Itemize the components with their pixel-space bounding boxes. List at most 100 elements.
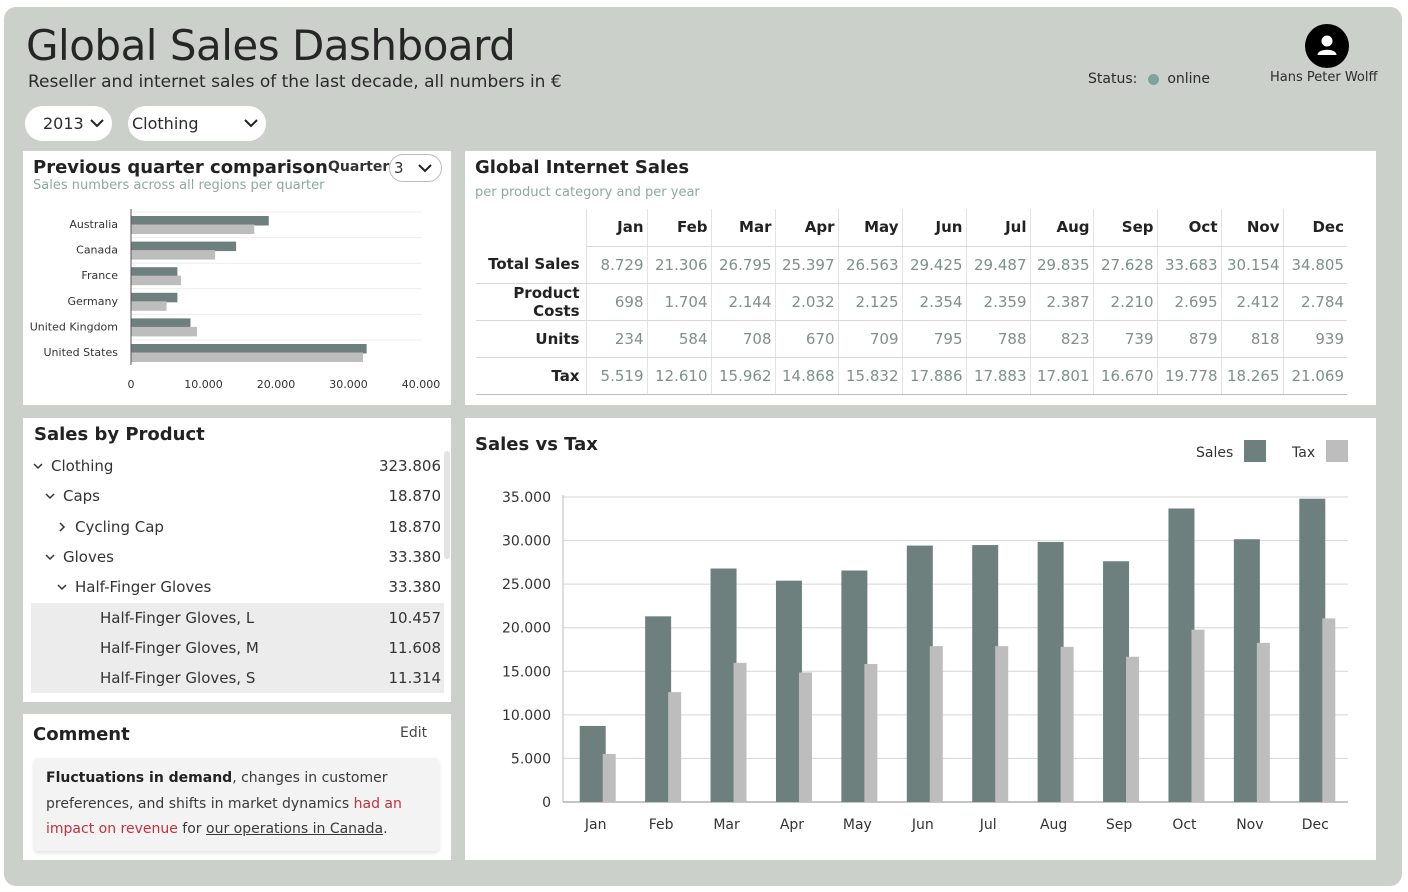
comment-bold: Fluctuations in demand: [46, 770, 233, 786]
bar: [1060, 646, 1074, 802]
tree-row[interactable]: Half-Finger Gloves, L 10.457: [31, 602, 444, 633]
bar: [131, 275, 182, 286]
tree-row[interactable]: Half-Finger Gloves, M 11.608: [31, 632, 444, 663]
row-header: Tax: [476, 357, 586, 395]
table-cell: 709: [837, 320, 902, 358]
bar: [710, 568, 737, 802]
chevron-right-icon[interactable]: [56, 521, 68, 533]
table-cell: 25.397: [774, 246, 838, 284]
category-select[interactable]: Clothing: [128, 106, 266, 141]
table-cell: 17.886: [901, 357, 966, 395]
tree-row[interactable]: Gloves 33.380: [31, 542, 444, 572]
table-cell: 823: [1029, 320, 1093, 358]
y-tick-label: 25.000: [502, 577, 551, 593]
table-cell: 2.125: [837, 283, 902, 321]
quarter-select-value: 3: [394, 159, 404, 177]
tree-row[interactable]: Half-Finger Gloves, S 11.314: [31, 663, 444, 694]
card-title: Previous quarter comparison: [33, 157, 328, 178]
table-cell: 15.832: [837, 357, 902, 395]
table-cell: 234: [585, 320, 647, 358]
table-cell: 818: [1220, 320, 1283, 358]
status-indicator: Status: online: [1088, 71, 1210, 87]
chevron-down-icon[interactable]: [32, 460, 44, 472]
chevron-down-icon[interactable]: [44, 490, 56, 502]
category-label: Canada: [76, 244, 118, 257]
edit-button[interactable]: Edit: [400, 725, 428, 741]
bar: [906, 545, 933, 802]
bar: [131, 267, 178, 277]
x-tick-label: Oct: [1172, 817, 1197, 833]
column-header: Feb: [646, 209, 711, 247]
table-cell: 1.704: [646, 283, 711, 321]
category-label: Germany: [67, 295, 118, 308]
comment-part-1: , changes in customer preferences, and s…: [46, 770, 388, 812]
bar: [131, 344, 367, 354]
tree-item-label: Half-Finger Gloves, M: [100, 638, 259, 657]
comment-link[interactable]: our operations in Canada: [206, 821, 384, 837]
bar: [1168, 508, 1195, 802]
tree-row[interactable]: Half-Finger Gloves 33.380: [31, 572, 444, 602]
status-dot-icon: [1148, 73, 1160, 85]
x-tick-label: Jun: [911, 817, 934, 833]
card-title: Comment: [33, 724, 130, 745]
bar: [579, 725, 606, 802]
table-cell: 2.387: [1029, 283, 1093, 321]
table-cell: 33.683: [1156, 246, 1221, 284]
status-value: online: [1167, 71, 1211, 87]
x-tick-label: Aug: [1040, 817, 1067, 833]
table-cell: 14.868: [774, 357, 838, 395]
bar: [1233, 539, 1260, 802]
x-tick-label: Feb: [649, 817, 674, 833]
bar: [645, 616, 672, 802]
tree-row[interactable]: Caps 18.870: [31, 481, 444, 511]
column-header: Jan: [585, 209, 647, 247]
page-title: Global Sales Dashboard: [26, 21, 516, 70]
x-tick-label: Mar: [713, 817, 740, 833]
x-tick-label: Nov: [1236, 817, 1263, 833]
table-cell: 8.729: [585, 246, 647, 284]
chevron-down-icon[interactable]: [44, 551, 56, 563]
bar: [1299, 498, 1326, 802]
tree-item-value: 11.608: [388, 638, 442, 657]
y-tick-label: 35.000: [502, 490, 551, 506]
quarter-label: Quarter: [328, 159, 390, 175]
x-tick-label: Sep: [1106, 817, 1133, 833]
chevron-down-icon[interactable]: [56, 581, 68, 593]
bar: [602, 753, 616, 802]
user-name: Hans Peter Wolff: [1270, 70, 1378, 85]
table-cell: 15.962: [710, 357, 775, 395]
table-cell: 17.883: [965, 357, 1030, 395]
tree-item-label: Gloves: [63, 547, 114, 566]
comment-highlight: had an impact on revenue: [46, 795, 402, 838]
sales-vs-tax-chart: 0 5.000 10.000 15.000 20.000 25.000 30.000 35.0…: [502, 440, 1348, 833]
card-subtitle: Sales numbers across all regions per qua…: [33, 178, 325, 193]
comment-text: Fluctuations in demand, changes in custo…: [34, 758, 439, 851]
table-cell: 12.610: [646, 357, 711, 395]
table-cell: 26.795: [710, 246, 775, 284]
tree-row[interactable]: Clothing 323.806: [31, 451, 444, 481]
tree-item-value: 11.314: [388, 669, 442, 688]
bar: [1103, 561, 1130, 802]
chevron-down-icon: [418, 164, 432, 173]
tree-row[interactable]: Cycling Cap 18.870: [31, 512, 444, 542]
y-tick-label: 10.000: [502, 708, 551, 724]
tree-item-label: Caps: [63, 487, 101, 506]
bar: [798, 672, 812, 802]
quarter-select[interactable]: 3: [389, 154, 442, 182]
y-tick-label: 30.000: [502, 534, 551, 550]
bar: [733, 662, 747, 802]
user-icon: [1317, 35, 1337, 55]
y-tick-label: 5.000: [511, 751, 551, 767]
page-subtitle: Reseller and internet sales of the last …: [28, 72, 562, 92]
status-label: Status:: [1088, 71, 1138, 87]
user-avatar[interactable]: [1305, 24, 1349, 68]
y-tick-label: 0: [542, 795, 551, 811]
tree-item-label: Cycling Cap: [75, 517, 164, 536]
year-select[interactable]: 2013: [25, 106, 112, 141]
tree-scrollbar[interactable]: [444, 451, 450, 559]
x-tick-label: 30.000: [329, 378, 368, 391]
bar: [131, 318, 191, 328]
table-cell: 708: [710, 320, 775, 358]
table-cell: 21.306: [646, 246, 711, 284]
bar: [131, 250, 216, 260]
